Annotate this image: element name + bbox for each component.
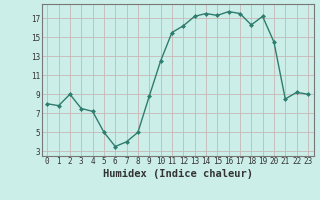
X-axis label: Humidex (Indice chaleur): Humidex (Indice chaleur) xyxy=(103,169,252,179)
